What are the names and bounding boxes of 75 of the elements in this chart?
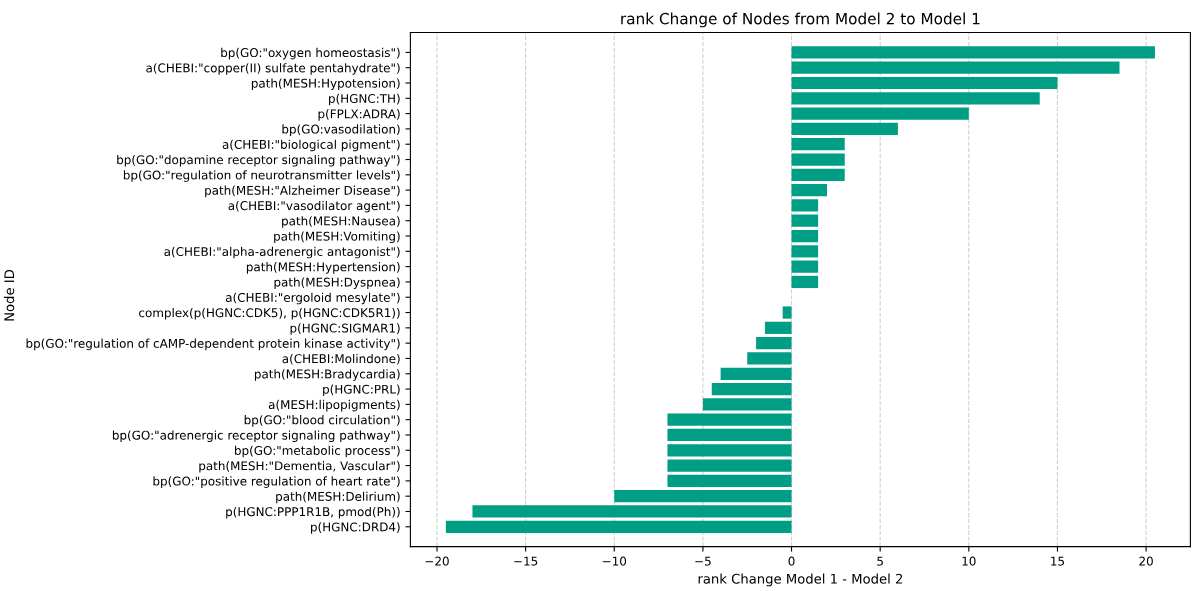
bar bbox=[791, 245, 819, 258]
y-tick-label: bp(GO:"regulation of neurotransmitter levels") bbox=[123, 170, 400, 182]
x-tick-label: 10 bbox=[962, 556, 976, 566]
bar bbox=[667, 413, 792, 426]
bar bbox=[791, 46, 1155, 59]
bar bbox=[472, 505, 792, 518]
bar bbox=[747, 352, 792, 365]
y-tick-label: path(MESH:Hypertension) bbox=[246, 262, 400, 274]
y-tick-label: path(MESH:"Alzheimer Disease") bbox=[205, 185, 400, 198]
x-tick-label: 20 bbox=[1139, 556, 1153, 566]
y-tick-label: a(CHEBI:"biological pigment") bbox=[222, 139, 400, 152]
y-tick-label: bp(GO:"adrenergic receptor signaling pathway") bbox=[112, 430, 400, 442]
bar bbox=[667, 474, 792, 487]
bar bbox=[791, 168, 845, 181]
y-tick-label: p(HGNC:SIGMAR1) bbox=[290, 323, 400, 335]
y-tick-label: p(HGNC:PPP1R1B, pmod(Ph)) bbox=[226, 506, 400, 519]
y-axis-title: Node ID bbox=[4, 269, 15, 321]
y-tick-label: bp(GO:"metabolic process") bbox=[235, 445, 400, 458]
x-tick-label: 5 bbox=[877, 556, 883, 566]
y-tick-label: path(MESH:"Dementia, Vascular") bbox=[199, 461, 400, 473]
bar bbox=[791, 199, 819, 212]
bar bbox=[764, 321, 792, 334]
bar bbox=[445, 520, 792, 533]
y-tick-label: path(MESH:Delirium) bbox=[276, 491, 400, 504]
bar bbox=[791, 214, 819, 227]
x-axis-title: rank Change Model 1 - Model 2 bbox=[698, 573, 903, 587]
x-tick-label: 0 bbox=[788, 556, 795, 566]
y-tick-label: a(MESH:lipopigments) bbox=[268, 399, 400, 412]
bar bbox=[702, 398, 792, 411]
bar bbox=[667, 459, 792, 472]
x-tick-label: −15 bbox=[514, 556, 538, 566]
bar bbox=[791, 229, 819, 243]
y-tick-label: a(CHEBI:"alpha-adrenergic antagonist") bbox=[164, 246, 400, 259]
y-tick-label: bp(GO:"blood circulation") bbox=[244, 415, 400, 427]
chart-title: rank Change of Nodes from Model 2 to Model 1 bbox=[621, 12, 980, 28]
bar bbox=[782, 306, 792, 319]
bar bbox=[791, 184, 827, 197]
y-tick-label: path(MESH:Vomiting) bbox=[274, 231, 400, 244]
y-tick-label: a(CHEBI:"copper(II) sulfate pentahydrate") bbox=[146, 63, 400, 75]
bar bbox=[791, 61, 1120, 74]
y-tick-label: bp(GO:"oxygen homeostasis") bbox=[221, 47, 400, 60]
y-tick-label: path(MESH:Bradycardia) bbox=[254, 369, 400, 381]
y-tick-label: bp(GO:vasodilation) bbox=[282, 124, 400, 136]
bar bbox=[791, 275, 819, 289]
y-tick-label: p(HGNC:TH) bbox=[329, 93, 400, 106]
bar bbox=[791, 92, 1040, 105]
bar bbox=[791, 76, 1058, 90]
bar bbox=[756, 337, 792, 350]
x-tick-label: 15 bbox=[1051, 556, 1064, 566]
bar bbox=[791, 153, 845, 166]
y-tick-label: a(CHEBI:"ergoloid mesylate") bbox=[225, 292, 400, 305]
y-tick-label: bp(GO:"dopamine receptor signaling pathway") bbox=[117, 154, 400, 167]
bar bbox=[791, 107, 969, 120]
y-tick-label: p(HGNC:PRL) bbox=[323, 384, 400, 397]
y-tick-label: complex(p(HGNC:CDK5), p(HGNC:CDK5R1)) bbox=[139, 308, 400, 320]
x-tick-label: −20 bbox=[425, 556, 449, 566]
bar bbox=[791, 122, 898, 136]
bar bbox=[720, 367, 792, 380]
bar bbox=[791, 260, 819, 273]
x-tick-label: −5 bbox=[695, 556, 711, 566]
bar bbox=[791, 138, 845, 151]
bar bbox=[711, 382, 792, 396]
y-tick-label: a(CHEBI:"vasodilator agent") bbox=[228, 200, 400, 213]
y-tick-label: p(FPLX:ADRA) bbox=[318, 109, 400, 121]
bar bbox=[667, 428, 792, 442]
y-tick-label: bp(GO:"positive regulation of heart rate") bbox=[153, 476, 400, 488]
y-tick-label: path(MESH:Dyspnea) bbox=[274, 277, 400, 289]
y-tick-label: a(CHEBI:Molindone) bbox=[282, 353, 400, 365]
bar bbox=[667, 444, 792, 457]
y-tick-label: bp(GO:"regulation of cAMP-dependent protein kinase activity") bbox=[26, 338, 400, 351]
bar bbox=[614, 490, 792, 503]
y-tick-label: path(MESH:Hypotension) bbox=[251, 78, 400, 91]
y-tick-label: p(HGNC:DRD4) bbox=[311, 522, 400, 534]
x-tick-label: −10 bbox=[602, 556, 627, 566]
y-tick-label: path(MESH:Nausea) bbox=[282, 216, 400, 228]
